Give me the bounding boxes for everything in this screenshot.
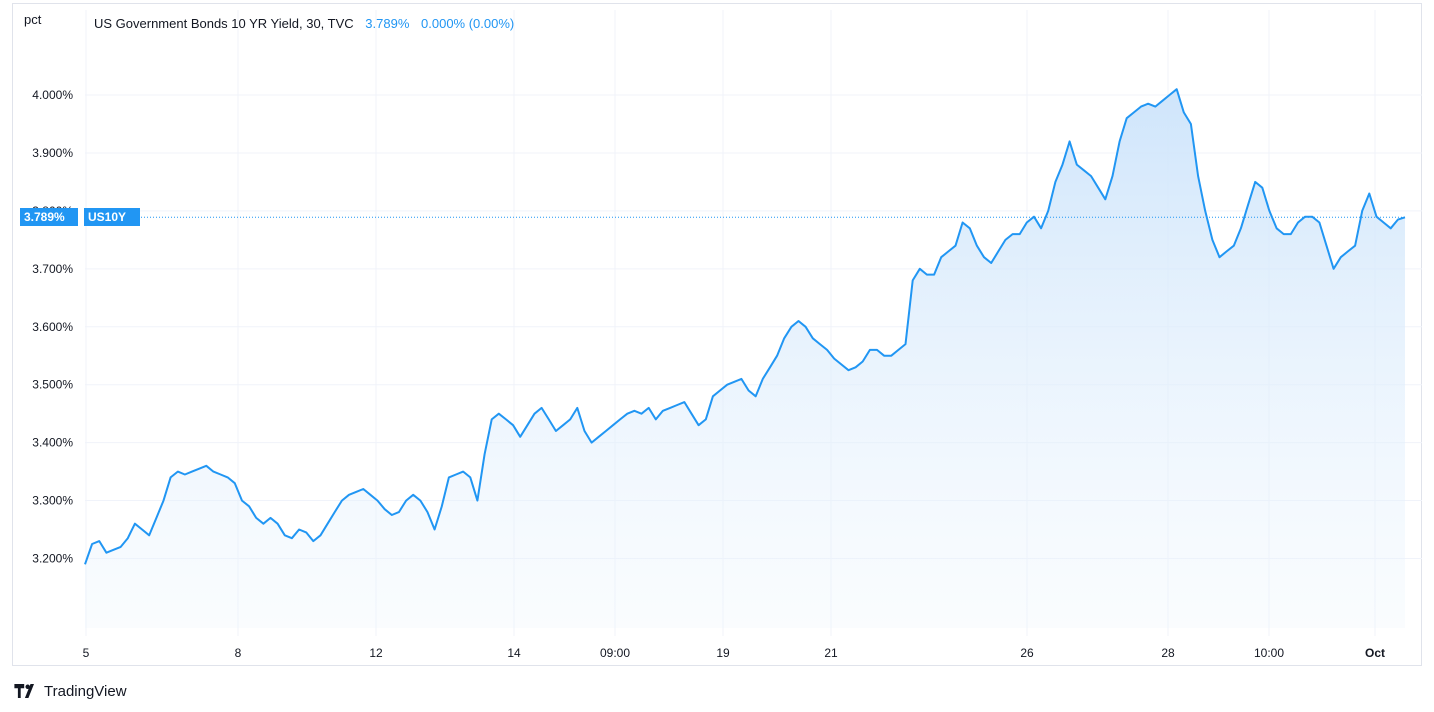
series-line: [84, 88, 1406, 565]
series-area: [85, 89, 1405, 628]
symbol-title[interactable]: US Government Bonds 10 YR Yield, 30, TVC: [94, 16, 354, 31]
tradingview-icon: [14, 684, 34, 698]
x-tick-label: Oct: [1365, 646, 1385, 660]
x-tick-label: 14: [507, 646, 521, 660]
y-tick-label: 3.400%: [32, 436, 73, 450]
y-tick-label: 3.600%: [32, 320, 73, 334]
x-tick-label: 09:00: [600, 646, 630, 660]
x-tick-label: 19: [716, 646, 730, 660]
x-tick-label: 8: [235, 646, 242, 660]
x-tick-label: 26: [1020, 646, 1034, 660]
ticker-badge: US10Y: [84, 208, 140, 227]
unit-label: pct: [24, 12, 42, 27]
price-badge: 3.789%: [20, 208, 78, 227]
chart-header: US Government Bonds 10 YR Yield, 30, TVC…: [94, 16, 514, 31]
chart-frame: [12, 3, 1422, 666]
y-tick-label: 3.500%: [32, 378, 73, 392]
tradingview-logo[interactable]: TradingView: [14, 681, 127, 701]
x-tick-label: 12: [369, 646, 383, 660]
y-tick-label: 4.000%: [32, 88, 73, 102]
y-tick-label: 3.300%: [32, 494, 73, 508]
last-value: 3.789%: [365, 16, 410, 31]
y-tick-label: 3.200%: [32, 551, 73, 565]
brand-name: TradingView: [44, 682, 127, 700]
x-tick-label: 28: [1161, 646, 1175, 660]
x-axis: 5 8 12 14 09:00 19 21 26 28 10:00 Oct: [83, 646, 1385, 660]
x-tick-label: 10:00: [1254, 646, 1284, 660]
y-tick-label: 3.900%: [32, 146, 73, 160]
change-value: 0.000% (0.00%): [421, 16, 515, 31]
y-axis: 3.200%3.300%3.400%3.500%3.600%3.700%3.80…: [32, 88, 73, 565]
x-tick-label: 21: [824, 646, 838, 660]
x-tick-label: 5: [83, 646, 90, 660]
y-tick-label: 3.700%: [32, 262, 73, 276]
